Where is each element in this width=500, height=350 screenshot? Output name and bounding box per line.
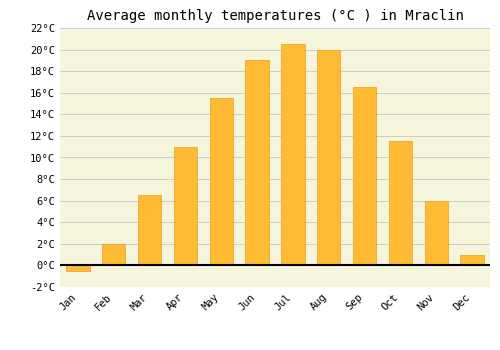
Bar (102, 244, 126, 265)
Bar (246, 60, 268, 265)
Bar (174, 147, 197, 265)
Bar (389, 141, 412, 265)
Bar (317, 50, 340, 265)
Bar (353, 88, 376, 265)
Bar (138, 195, 161, 265)
Bar (282, 44, 304, 265)
Bar (424, 201, 448, 265)
Bar (210, 98, 233, 265)
Bar (460, 255, 483, 265)
Title: Average monthly temperatures (°C ) in Mraclin: Average monthly temperatures (°C ) in Mr… (86, 9, 464, 23)
Bar (66, 265, 90, 271)
